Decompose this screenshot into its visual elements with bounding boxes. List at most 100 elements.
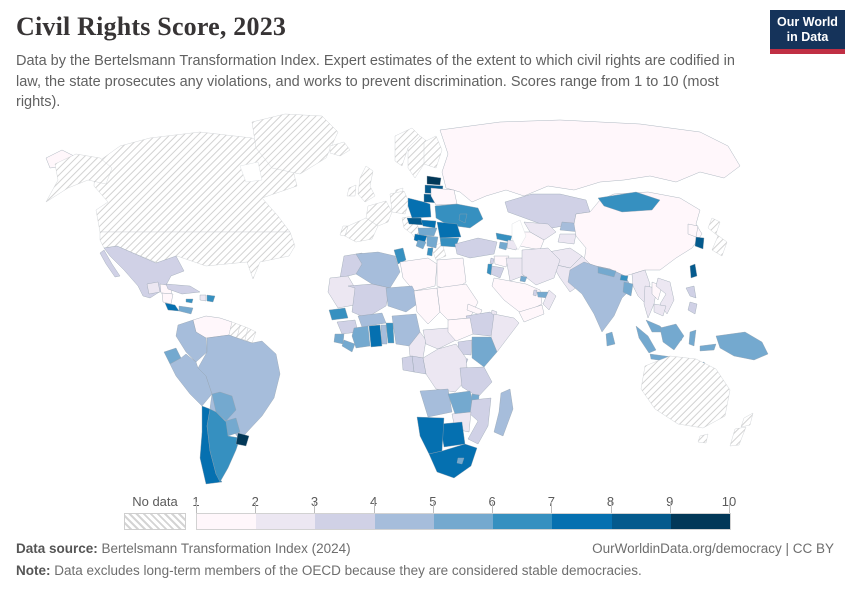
country-czechia[interactable]	[406, 217, 424, 226]
legend-color-segment[interactable]	[197, 514, 257, 529]
country-tunisia[interactable]	[393, 247, 407, 265]
legend-color-segment[interactable]	[670, 514, 730, 529]
country-australia[interactable]	[640, 355, 731, 444]
country-romania[interactable]	[436, 221, 462, 239]
country-estonia[interactable]	[426, 175, 442, 186]
legend-no-data-swatch[interactable]	[124, 513, 186, 530]
country-serbia[interactable]	[426, 235, 439, 249]
country-liberia[interactable]	[341, 339, 356, 353]
country-nepal[interactable]	[597, 266, 617, 278]
country-tajikistan[interactable]	[557, 233, 577, 245]
country-hungary[interactable]	[417, 227, 438, 237]
country-south-korea[interactable]	[694, 236, 705, 250]
country-south-sudan[interactable]	[447, 317, 474, 342]
country-uzbekistan[interactable]	[523, 221, 557, 241]
legend-color-segment[interactable]	[315, 514, 375, 529]
country-ivory-coast[interactable]	[351, 325, 371, 349]
country-senegal[interactable]	[328, 307, 349, 321]
country-armenia[interactable]	[498, 241, 509, 251]
owid-logo[interactable]: Our World in Data	[770, 10, 845, 54]
country-poland[interactable]	[407, 197, 432, 219]
country-tanzania[interactable]	[459, 366, 493, 398]
country-namibia[interactable]	[416, 416, 445, 455]
country-madagascar[interactable]	[493, 388, 514, 437]
country-south-africa[interactable]	[428, 443, 478, 479]
legend-color-segment[interactable]	[433, 514, 494, 529]
country-sierra-leone[interactable]	[333, 333, 345, 345]
country-portugal[interactable]	[339, 225, 349, 237]
country-turkey[interactable]	[454, 237, 498, 259]
country-nicaragua[interactable]	[161, 292, 174, 305]
country-canada[interactable]	[93, 131, 298, 233]
country-ghana[interactable]	[368, 324, 383, 348]
country-costa-rica[interactable]	[164, 302, 180, 312]
country-albania[interactable]	[426, 247, 434, 257]
country-guatemala[interactable]	[146, 281, 161, 295]
country-new-zealand[interactable]	[729, 412, 754, 447]
country-argentina[interactable]	[206, 408, 241, 483]
legend-color-segment[interactable]	[374, 514, 434, 529]
country-greenland[interactable]	[251, 113, 339, 175]
country-jordan[interactable]	[490, 265, 505, 279]
country-germany[interactable]	[389, 190, 410, 215]
country-bangladesh[interactable]	[622, 281, 634, 297]
country-lebanon[interactable]	[489, 257, 495, 265]
country-bhutan[interactable]	[619, 274, 629, 282]
country-oman[interactable]	[542, 289, 557, 311]
country-togo[interactable]	[380, 324, 388, 345]
owid-url-link[interactable]: OurWorldinData.org/democracy | CC BY	[592, 541, 834, 556]
country-taiwan[interactable]	[689, 263, 698, 279]
country-cameroon[interactable]	[408, 331, 427, 359]
country-chad[interactable]	[413, 287, 441, 325]
country-libya[interactable]	[399, 257, 438, 292]
country-syria[interactable]	[493, 255, 510, 268]
country-sudan[interactable]	[436, 283, 479, 321]
country-gabon[interactable]	[401, 355, 415, 373]
country-uruguay[interactable]	[235, 432, 250, 447]
country-angola[interactable]	[419, 388, 453, 418]
country-moldova[interactable]	[458, 213, 468, 224]
country-dominican-republic[interactable]	[206, 294, 216, 303]
legend-color-segment[interactable]	[256, 514, 316, 529]
legend-color-segment[interactable]	[552, 514, 612, 529]
country-iceland[interactable]	[329, 141, 351, 157]
country-haiti[interactable]	[199, 294, 207, 302]
country-finland[interactable]	[423, 135, 443, 169]
country-kuwait[interactable]	[519, 275, 528, 283]
country-kenya[interactable]	[471, 336, 498, 368]
country-iran[interactable]	[521, 247, 561, 286]
country-burkina-faso[interactable]	[357, 312, 387, 328]
country-lesotho[interactable]	[456, 457, 465, 465]
country-panama[interactable]	[178, 305, 194, 315]
country-cuba[interactable]	[165, 283, 201, 295]
country-bosnia-and-herzegovina[interactable]	[415, 239, 427, 250]
legend-color-segment[interactable]	[611, 514, 671, 529]
legend-tick-label: 9	[666, 494, 673, 509]
country-sri-lanka[interactable]	[605, 331, 616, 347]
country-niger[interactable]	[385, 285, 421, 313]
country-ukraine[interactable]	[434, 203, 484, 229]
country-central-african-republic[interactable]	[422, 327, 457, 350]
country-somalia[interactable]	[490, 313, 520, 353]
country-united-kingdom[interactable]	[357, 165, 376, 203]
country-mozambique[interactable]	[467, 397, 492, 445]
country-benin[interactable]	[385, 322, 395, 344]
country-qatar[interactable]	[532, 289, 538, 297]
country-philippines[interactable]	[685, 285, 698, 315]
country-cambodia[interactable]	[653, 303, 667, 317]
country-japan[interactable]	[707, 217, 728, 257]
country-algeria[interactable]	[355, 251, 401, 289]
country-slovakia[interactable]	[420, 219, 437, 229]
country-jamaica[interactable]	[185, 298, 194, 304]
country-papua-new-guinea[interactable]	[715, 331, 769, 361]
country-ireland[interactable]	[346, 184, 357, 197]
country-yemen[interactable]	[518, 304, 545, 323]
country-india[interactable]	[567, 261, 633, 333]
country-israel[interactable]	[486, 263, 493, 276]
country-mali[interactable]	[347, 283, 391, 319]
legend-color-segment[interactable]	[493, 514, 553, 529]
legend-tick-mark	[551, 502, 553, 513]
country-saudi-arabia[interactable]	[491, 277, 543, 315]
country-mongolia[interactable]	[597, 191, 661, 213]
country-belarus[interactable]	[430, 187, 458, 206]
